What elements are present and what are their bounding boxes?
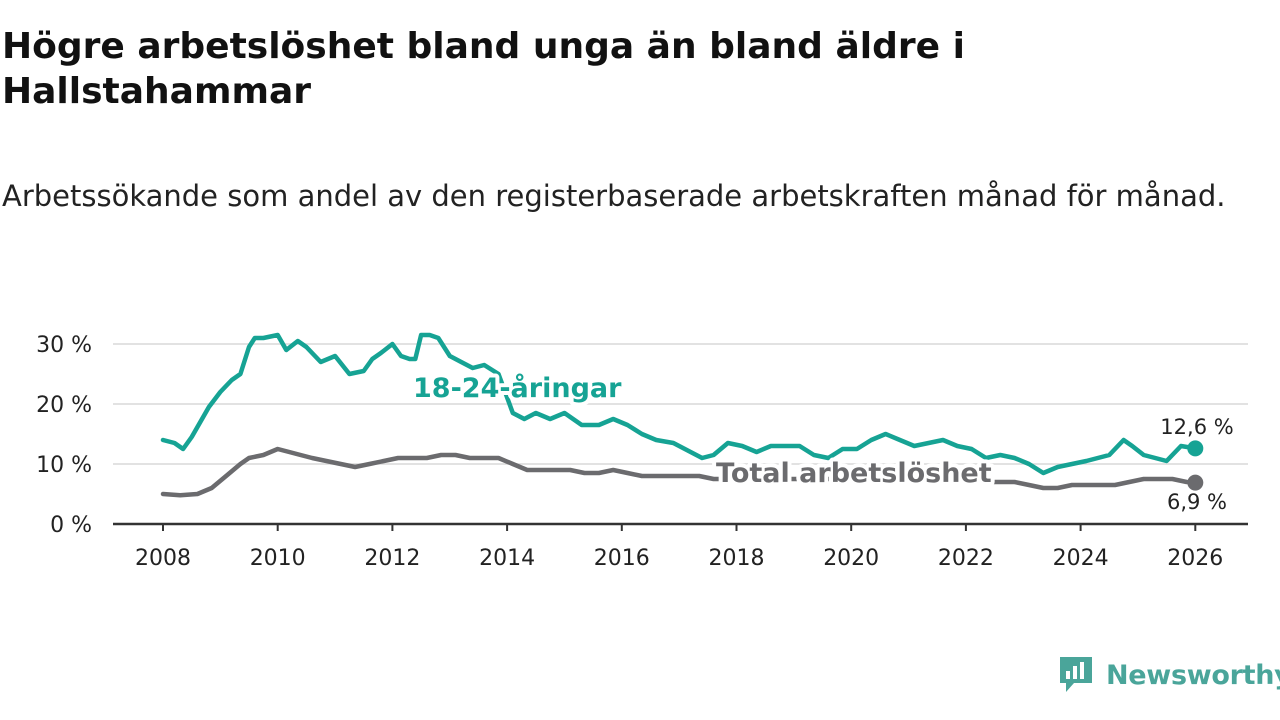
y-tick-label: 20 %	[36, 393, 92, 418]
x-axis: 2008 2010 2012 2014 2016 2018 2020 2022 2024 2026	[113, 522, 1248, 571]
y-tick-label: 0 %	[50, 513, 92, 538]
series-line-total	[160, 446, 1198, 498]
x-tick-label: 2016	[594, 546, 650, 571]
y-axis-tick-labels: 0 % 10 % 20 % 30 %	[36, 333, 92, 538]
x-tick-label: 2014	[479, 546, 535, 571]
x-tick-label: 2024	[1053, 546, 1109, 571]
series-labels: 18-24-åringar Total arbetslöshet 12,6 % 6,9…	[409, 368, 1234, 514]
x-tick-label: 2022	[938, 546, 994, 571]
x-tick-label: 2026	[1167, 546, 1223, 571]
chart-title: Högre arbetslöshet bland unga än bland ä…	[2, 26, 965, 112]
y-tick-label: 10 %	[36, 453, 92, 478]
end-value-label-youth: 12,6 %	[1160, 415, 1233, 439]
series-line-youth	[160, 332, 1198, 476]
x-tick-label: 2018	[709, 546, 765, 571]
end-point-total	[1187, 474, 1204, 491]
x-tick-label: 2012	[364, 546, 420, 571]
newsworthy-logo-icon	[1060, 657, 1092, 692]
x-tick-label: 2010	[250, 546, 306, 571]
newsworthy-logo-text: Newsworthy	[1106, 659, 1280, 691]
series-lines	[160, 332, 1204, 498]
series-label-total: Total arbetslöshet	[716, 458, 992, 489]
y-tick-label: 30 %	[36, 333, 92, 358]
series-label-youth: 18-24-åringar	[413, 372, 622, 404]
newsworthy-logo: Newsworthy	[1058, 653, 1280, 697]
end-value-label-total: 6,9 %	[1167, 490, 1227, 514]
end-point-youth	[1187, 440, 1204, 457]
x-tick-label: 2020	[823, 546, 879, 571]
chart-subtitle: Arbetssökande som andel av den registerb…	[2, 179, 1226, 213]
x-tick-label: 2008	[135, 546, 191, 571]
